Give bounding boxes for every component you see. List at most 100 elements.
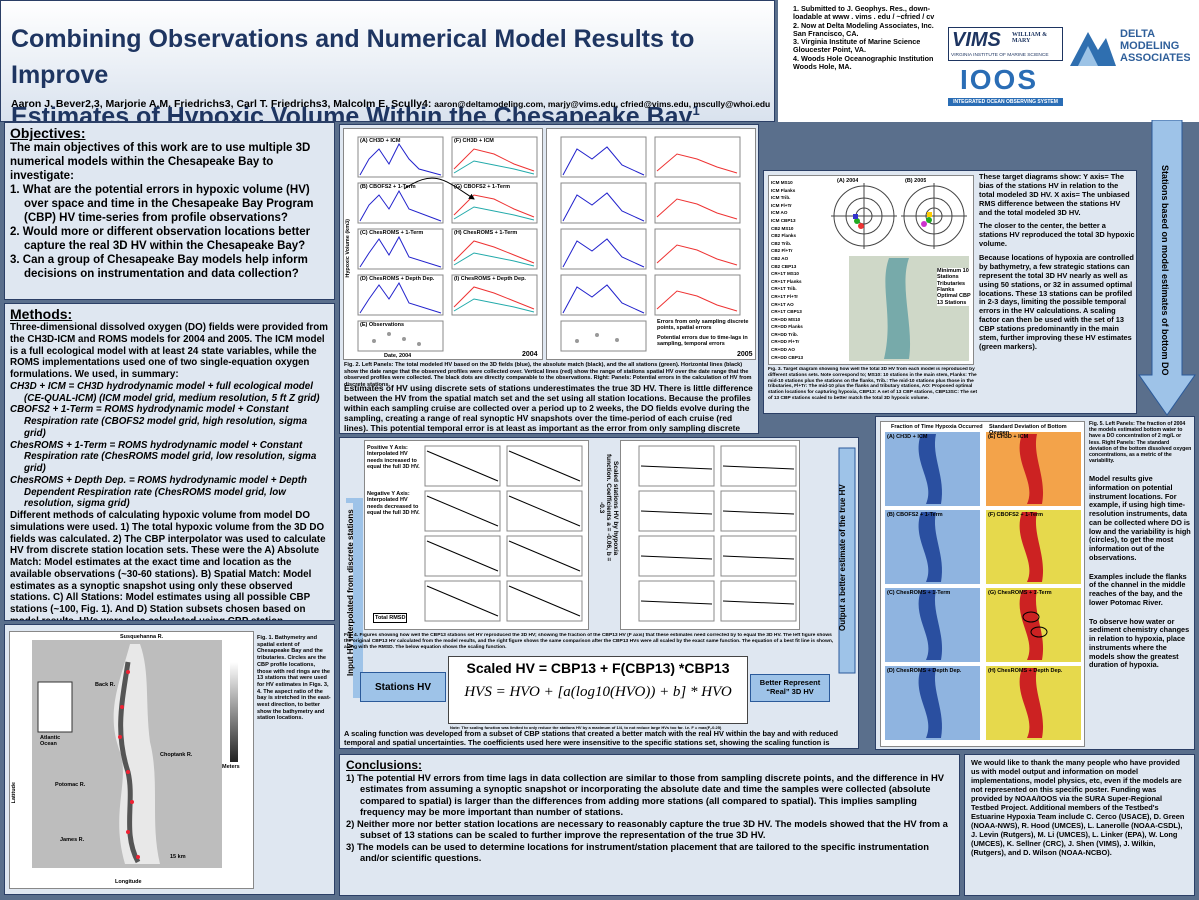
arrow-label: Stations based on model estimates of bot…	[1160, 164, 1170, 376]
legend-entry: CR+1T Trib.	[771, 286, 797, 292]
logo-text: VIRGINIA INSTITUTE OF MARINE SCIENCE	[951, 53, 1049, 58]
place-label: Back R.	[95, 682, 116, 688]
note: Positive Y Axis: Interpolated HV needs i…	[367, 445, 420, 470]
fig3-paragraph: Because locations of hypoxia are control…	[979, 253, 1134, 351]
fig2-right: Errors from only sampling discrete point…	[546, 128, 756, 360]
fig4-right-graphic	[638, 445, 797, 622]
fig2-left: (A) CH3D + ICM (F) CH3D + ICM (B) CBOFS2…	[343, 128, 543, 360]
fig1-graphic	[32, 640, 238, 868]
model-definition: ChesROMS + 1-Term = ROMS hydrodynamic mo…	[10, 439, 317, 475]
authors-line: Aaron J. Bever2,3, Marjorie A.M. Friedri…	[11, 98, 771, 110]
fig3-graphic	[831, 183, 969, 361]
note: Total RMSD	[373, 613, 408, 624]
fig2-left-graphic	[357, 136, 538, 352]
section-heading: Objectives:	[10, 125, 86, 141]
place-label: Meters	[222, 764, 240, 770]
panel-label: (I) ChesROMS + Depth Dep.	[454, 276, 526, 282]
logo-text: VIMS	[952, 29, 1001, 51]
panel-label: (A) CH3D + ICM	[360, 138, 401, 144]
conclusion-item: 2) Neither more nor better station locat…	[346, 817, 948, 841]
panel-label: (B) CBOFS2 + 1-Term	[887, 512, 943, 518]
fig5-figure: Fraction of Time Hypoxia Occurred Standa…	[880, 421, 1085, 747]
year-label: 2005	[737, 351, 753, 358]
panel-label: (B) 2005	[905, 178, 927, 184]
panel-label: (A) CH3D + ICM	[887, 434, 928, 440]
legend-entry: ICM Trib.	[771, 195, 791, 201]
place-label: 15 km	[170, 854, 186, 860]
axis-label: Longitude	[115, 879, 142, 885]
objective-item: 2. Would more or different observation l…	[10, 226, 311, 253]
legend-entry: CB2 Trib.	[771, 240, 792, 246]
fig5-graphic	[885, 432, 1081, 740]
panel-label: (D) ChesROMS + Depth Dep.	[360, 276, 435, 282]
panel-label: (G) ChesROMS + 1-Term	[988, 590, 1052, 596]
legend-entry: ICM Fl+Tr	[771, 202, 792, 208]
vims-logo: VIMS WILLIAM & MARY VIRGINIA INSTITUTE O…	[948, 27, 1063, 61]
title-line: Estimates of Hypoxic Volume Within the C…	[11, 93, 771, 121]
annotation: Potential errors due to time-lags in sam…	[657, 335, 748, 348]
fig1-panel: Susquehanna R. Back R. Atlantic Ocean Ch…	[4, 624, 335, 895]
legend-entry: CR+DD Trib.	[771, 331, 798, 337]
panel-label: (F) CH3D + ICM	[454, 138, 494, 144]
fig3-figure: ICM MS10 ICM Flanks ICM Trib. ICM Fl+Tr ICM …	[768, 175, 974, 365]
note: Negative Y Axis: Interpolated HV needs d…	[367, 491, 420, 516]
fig2-caption: Fig. 2. Left Panels: The total modeled H…	[344, 362, 752, 389]
fig5-panel: Fraction of Time Hypoxia Occurred Standa…	[875, 416, 1195, 750]
title: Combining Observations and Numerical Mod…	[11, 21, 771, 121]
right-arrow	[1138, 120, 1196, 416]
conclusion-item: 3) The models can be used to determine l…	[346, 840, 929, 864]
axis-label: Hypoxic Volume (km3)	[345, 219, 351, 278]
emails: aaron@deltamodeling.com, marjy@vims.edu,…	[434, 99, 771, 109]
legend-entry: ICM MS10	[771, 180, 793, 185]
bay	[884, 258, 911, 359]
fig5-paragraph: Model results give information on potent…	[1089, 475, 1191, 562]
colorbar	[230, 662, 238, 762]
panel-label: (G) CBOFS2 + 1-Term	[454, 184, 510, 190]
panel-label: (C) ChesROMS + 1-Term	[887, 590, 951, 596]
formula-note: Note: The scaling function was limited t…	[450, 725, 722, 730]
delta-logo: DELTA MODELING ASSOCIATES	[1068, 26, 1193, 96]
section-heading: Methods:	[10, 306, 73, 322]
panel-label: (H) ChesROMS + Depth Dep.	[988, 668, 1063, 674]
panel-label: (C) ChesROMS + 1-Term	[360, 230, 424, 236]
map-legend-entry: Minimum 10 Stations	[937, 268, 969, 281]
ioos-logo: IOOS INTEGRATED OCEAN OBSERVING SYSTEM	[948, 64, 1063, 110]
fig3-paragraph: These target diagrams show: Y axis= The …	[979, 173, 1130, 217]
legend-entry: ICM Flanks	[771, 187, 796, 193]
formula: HVS = HVO + [a(log10(HVO)) + b] * HVO	[464, 684, 732, 700]
fig4-left-graphic	[424, 445, 583, 622]
conclusions-panel: Conclusions: 1) The potential HV errors …	[339, 754, 960, 896]
legend-entry: CR+DD CBP13	[771, 354, 804, 360]
title-sup: 1	[692, 103, 700, 118]
arrow-label: Input HV interpolated from discrete stat…	[346, 509, 355, 677]
legend-entry: CB2 MS10	[771, 225, 794, 231]
note: Scaled stations HV by hypoxia function. …	[598, 454, 619, 562]
affiliation: 4. Woods Hole Oceanographic Institution …	[793, 53, 934, 71]
panel-label: (E) CH3D + ICM	[988, 434, 1029, 440]
methods-intro: Three-dimensional dissolved oxygen (DO) …	[10, 322, 328, 380]
model-definition: CH3D + ICM = CH3D hydrodynamic model + f…	[10, 380, 320, 404]
stations-hv-box: Stations HV	[360, 672, 446, 702]
column-header: Standard Deviation of Bottom Oxygen	[989, 424, 1067, 437]
panel-label: (D) ChesROMS + Depth Dep.	[887, 668, 962, 674]
legend-entry: CR+1T Flanks	[771, 278, 802, 284]
fig3-caption: Fig. 3. Target diagram showing how well …	[768, 367, 978, 401]
delta-icon	[1070, 32, 1116, 66]
acknowledgements-panel: We would like to thank the many people w…	[964, 754, 1195, 896]
better-box: Better Represent “Real” 3D HV	[750, 674, 830, 702]
formula-title: Scaled HV = CBP13 + F(CBP13) *CBP13	[466, 660, 730, 676]
section-heading: Conclusions:	[346, 758, 423, 772]
fig3-legend: ICM MS10 ICM Flanks ICM Trib. ICM Fl+Tr ICM …	[771, 179, 821, 361]
fig2-right-graphic	[560, 136, 741, 352]
objectives-intro: The main objectives of this work are to …	[10, 142, 311, 183]
panel-label: (H) ChesROMS + 1-Term	[454, 230, 518, 236]
model-definition: CBOFS2 + 1-Term = ROMS hydrodynamic mode…	[10, 404, 308, 439]
map-legend-entry: Optimal CBP 13 Stations	[937, 293, 971, 306]
logo-text: WILLIAM & MARY	[1012, 32, 1048, 44]
fig4-text: A scaling function was developed from a …	[344, 730, 839, 748]
affiliation: 3. Virginia Institute of Marine Science …	[793, 37, 921, 55]
objective-item: 1. What are the potential errors in hypo…	[10, 184, 314, 225]
fig4-right	[620, 440, 800, 630]
legend-entry: CR+DD Fl+Tr	[771, 339, 800, 345]
